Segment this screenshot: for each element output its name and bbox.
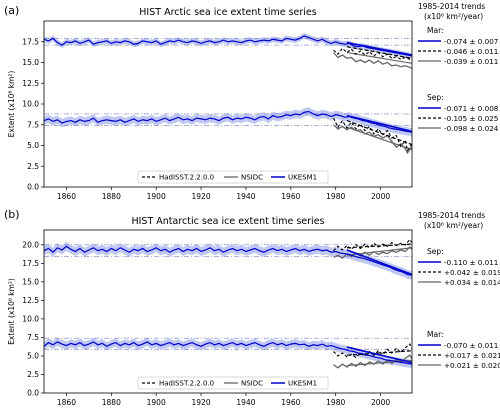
panel-label: (a): [4, 4, 19, 17]
y-tick-label: 5.0: [27, 351, 39, 360]
x-tick-label: 1900: [147, 192, 166, 201]
legend: HadISST.2.2.0.0 NSIDC UKESM1: [137, 376, 329, 390]
hadisst-line: [333, 47, 412, 61]
hadisst-line: [333, 117, 412, 152]
ukesm1-mean-line: [44, 245, 412, 276]
hadisst-trend-line: [346, 46, 412, 59]
trend-value: +0.042 ± 0.019: [444, 268, 500, 277]
series-group-mar: [44, 337, 412, 369]
legend-label: HadISST.2.2.0.0: [159, 174, 214, 182]
x-tick-label: 1920: [192, 192, 211, 201]
trend-value: -0.070 ± 0.011: [444, 341, 498, 350]
trend-group-label: Sep:: [427, 247, 444, 256]
trend-value: -0.074 ± 0.007: [444, 37, 498, 46]
trend-value: +0.034 ± 0.014: [444, 278, 500, 287]
y-tick-label: 20.0: [22, 240, 39, 249]
hadisst-line: [333, 238, 412, 252]
trend-value: -0.098 ± 0.024: [444, 124, 499, 133]
trend-header-line2: (x10⁶ km²/year): [424, 221, 483, 230]
chart-title: HIST Arctic sea ice extent time series: [139, 7, 316, 18]
x-tick-label: 1900: [147, 398, 166, 407]
x-tick-label: 1960: [281, 398, 300, 407]
ukesm1-trend-line: [346, 346, 412, 364]
trend-value: +0.021 ± 0.020: [444, 361, 500, 370]
panel-antarctic: (b) HIST Antarctic sea ice extent time se…: [4, 208, 500, 407]
y-tick-label: 17.5: [22, 259, 39, 268]
ukesm1-trend-line: [346, 249, 412, 276]
ukesm1-trend-line: [346, 114, 412, 133]
y-tick-label: 15.0: [22, 277, 39, 286]
x-tick-label: 1880: [102, 398, 121, 407]
legend-label: UKESM1: [288, 174, 317, 182]
x-tick-label: 1940: [236, 398, 255, 407]
plot-area: [44, 33, 412, 155]
trend-group-label: Mar:: [427, 330, 444, 339]
legend-label: NSIDC: [241, 174, 263, 182]
trend-value: -0.039 ± 0.011: [444, 57, 498, 66]
axes-frame: [43, 229, 413, 394]
y-tick-label: 5.0: [27, 141, 39, 150]
hadisst-trend-line: [346, 120, 412, 146]
x-tick-label: 2000: [371, 398, 390, 407]
plot-area: [44, 238, 412, 369]
series-group-mar: [44, 33, 412, 69]
y-tick-label: 2.5: [27, 370, 39, 379]
legend-label: HadISST.2.2.0.0: [159, 380, 214, 388]
y-axis-label: Extent (x10⁶ km²): [7, 278, 16, 345]
trend-header-line2: (x10⁶ km²/year): [424, 12, 483, 21]
hadisst-line: [333, 343, 412, 359]
ukesm1-mean-line: [44, 35, 412, 57]
x-tick-label: 1860: [57, 192, 76, 201]
trend-value: -0.110 ± 0.011: [444, 258, 498, 267]
trend-header-line1: 1985-2014 trends: [418, 211, 485, 220]
trend-value: -0.071 ± 0.008: [444, 104, 499, 113]
x-tick-label: 1980: [326, 398, 345, 407]
y-tick-label: 7.5: [27, 120, 39, 129]
y-tick-label: 12.5: [22, 296, 39, 305]
trend-group-label: Mar:: [427, 26, 444, 35]
chart-title: HIST Antarctic sea ice extent time serie…: [131, 216, 324, 227]
x-tick-label: 1880: [102, 192, 121, 201]
ukesm1-mean-line: [44, 341, 412, 365]
trend-value: +0.017 ± 0.021: [444, 351, 500, 360]
trend-value: -0.046 ± 0.011: [444, 47, 498, 56]
y-tick-label: 0.0: [27, 183, 39, 192]
panel-label: (b): [4, 208, 20, 221]
trend-header-line1: 1985-2014 trends: [418, 2, 485, 11]
y-tick-label: 0.0: [27, 389, 39, 398]
nsidc-trend-line: [346, 359, 412, 367]
legend-label: NSIDC: [241, 380, 263, 388]
trend-value: -0.105 ± 0.025: [444, 114, 498, 123]
y-axis-label: Extent (x10⁶ km²): [7, 71, 16, 138]
legend: HadISST.2.2.0.0 NSIDC UKESM1: [137, 170, 329, 184]
x-tick-label: 2000: [371, 192, 390, 201]
panel-arctic: (a) HIST Arctic sea ice extent time serie…: [4, 2, 499, 201]
series-group-sep: [44, 107, 412, 155]
nsidc-line: [333, 52, 412, 69]
nsidc-trend-line: [346, 51, 412, 64]
legend-label: UKESM1: [288, 380, 317, 388]
trend-group-label: Sep:: [427, 93, 444, 102]
y-tick-label: 10.0: [22, 314, 39, 323]
series-group-sep: [44, 238, 412, 280]
x-tick-label: 1860: [57, 398, 76, 407]
y-tick-label: 12.5: [22, 79, 39, 88]
y-tick-label: 17.5: [22, 37, 39, 46]
ukesm1-spread-band: [44, 33, 412, 59]
y-tick-label: 15.0: [22, 58, 39, 67]
ukesm1-trend-line: [346, 41, 412, 56]
ukesm1-spread-band: [44, 241, 412, 280]
x-tick-label: 1920: [192, 398, 211, 407]
x-tick-label: 1960: [281, 192, 300, 201]
hadisst-trend-line: [346, 350, 412, 356]
x-tick-label: 1940: [236, 192, 255, 201]
y-tick-label: 2.5: [27, 162, 39, 171]
hadisst-trend-line: [346, 243, 412, 249]
y-tick-label: 10.0: [22, 100, 39, 109]
y-tick-label: 7.5: [27, 333, 39, 342]
x-tick-label: 1980: [326, 192, 345, 201]
